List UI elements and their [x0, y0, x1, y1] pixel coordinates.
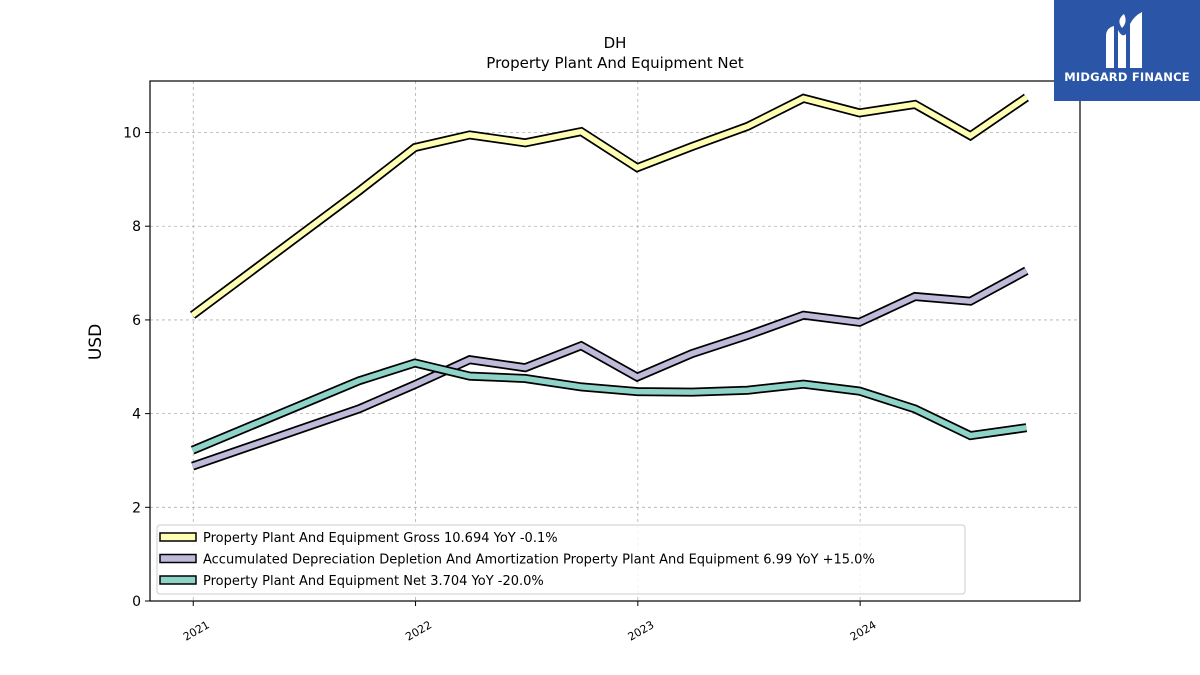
legend-swatch — [159, 553, 197, 564]
grid-layer — [150, 81, 1080, 602]
y-tick-label: 0 — [132, 594, 141, 610]
legend: Property Plant And Equipment Gross 10.69… — [156, 524, 966, 595]
series-line — [190, 358, 1028, 455]
y-tick-label: 2 — [132, 500, 141, 516]
series-line — [189, 93, 1029, 319]
chart-subtitle: Property Plant And Equipment Net — [486, 54, 743, 72]
plot-frame — [149, 80, 1081, 602]
x-tick-label: 2024 — [848, 618, 879, 643]
x-tick-label: 2022 — [403, 618, 434, 643]
series-line-fill — [190, 95, 1028, 318]
y-tick-label: 6 — [132, 313, 141, 329]
legend-box — [156, 524, 966, 595]
series-line-outline — [189, 93, 1029, 319]
y-tick-label: 4 — [132, 407, 141, 423]
legend-entry: Property Plant And Equipment Net 3.704 Y… — [203, 574, 544, 589]
chart-title: DH — [604, 34, 627, 52]
series-line-fill — [191, 360, 1027, 453]
y-axis-label: USD — [86, 324, 106, 360]
x-tick-label: 2023 — [626, 618, 657, 643]
midgard-m-icon — [1106, 12, 1142, 68]
legend-swatch — [159, 532, 197, 542]
series-line-fill — [191, 268, 1028, 469]
y-tick-label: 8 — [132, 219, 141, 235]
brand-name: MIDGARD FINANCE — [1064, 70, 1190, 84]
series-line — [191, 266, 1029, 471]
legend-entry: Property Plant And Equipment Gross 10.69… — [203, 531, 558, 546]
legend-entry: Accumulated Depreciation Depletion And A… — [203, 553, 875, 568]
brand-logo: MIDGARD FINANCE — [1054, 0, 1200, 101]
series-layer — [189, 93, 1029, 471]
legend-swatch — [159, 575, 197, 585]
y-tick-label: 10 — [123, 126, 141, 142]
x-tick-label: 2021 — [181, 618, 212, 643]
